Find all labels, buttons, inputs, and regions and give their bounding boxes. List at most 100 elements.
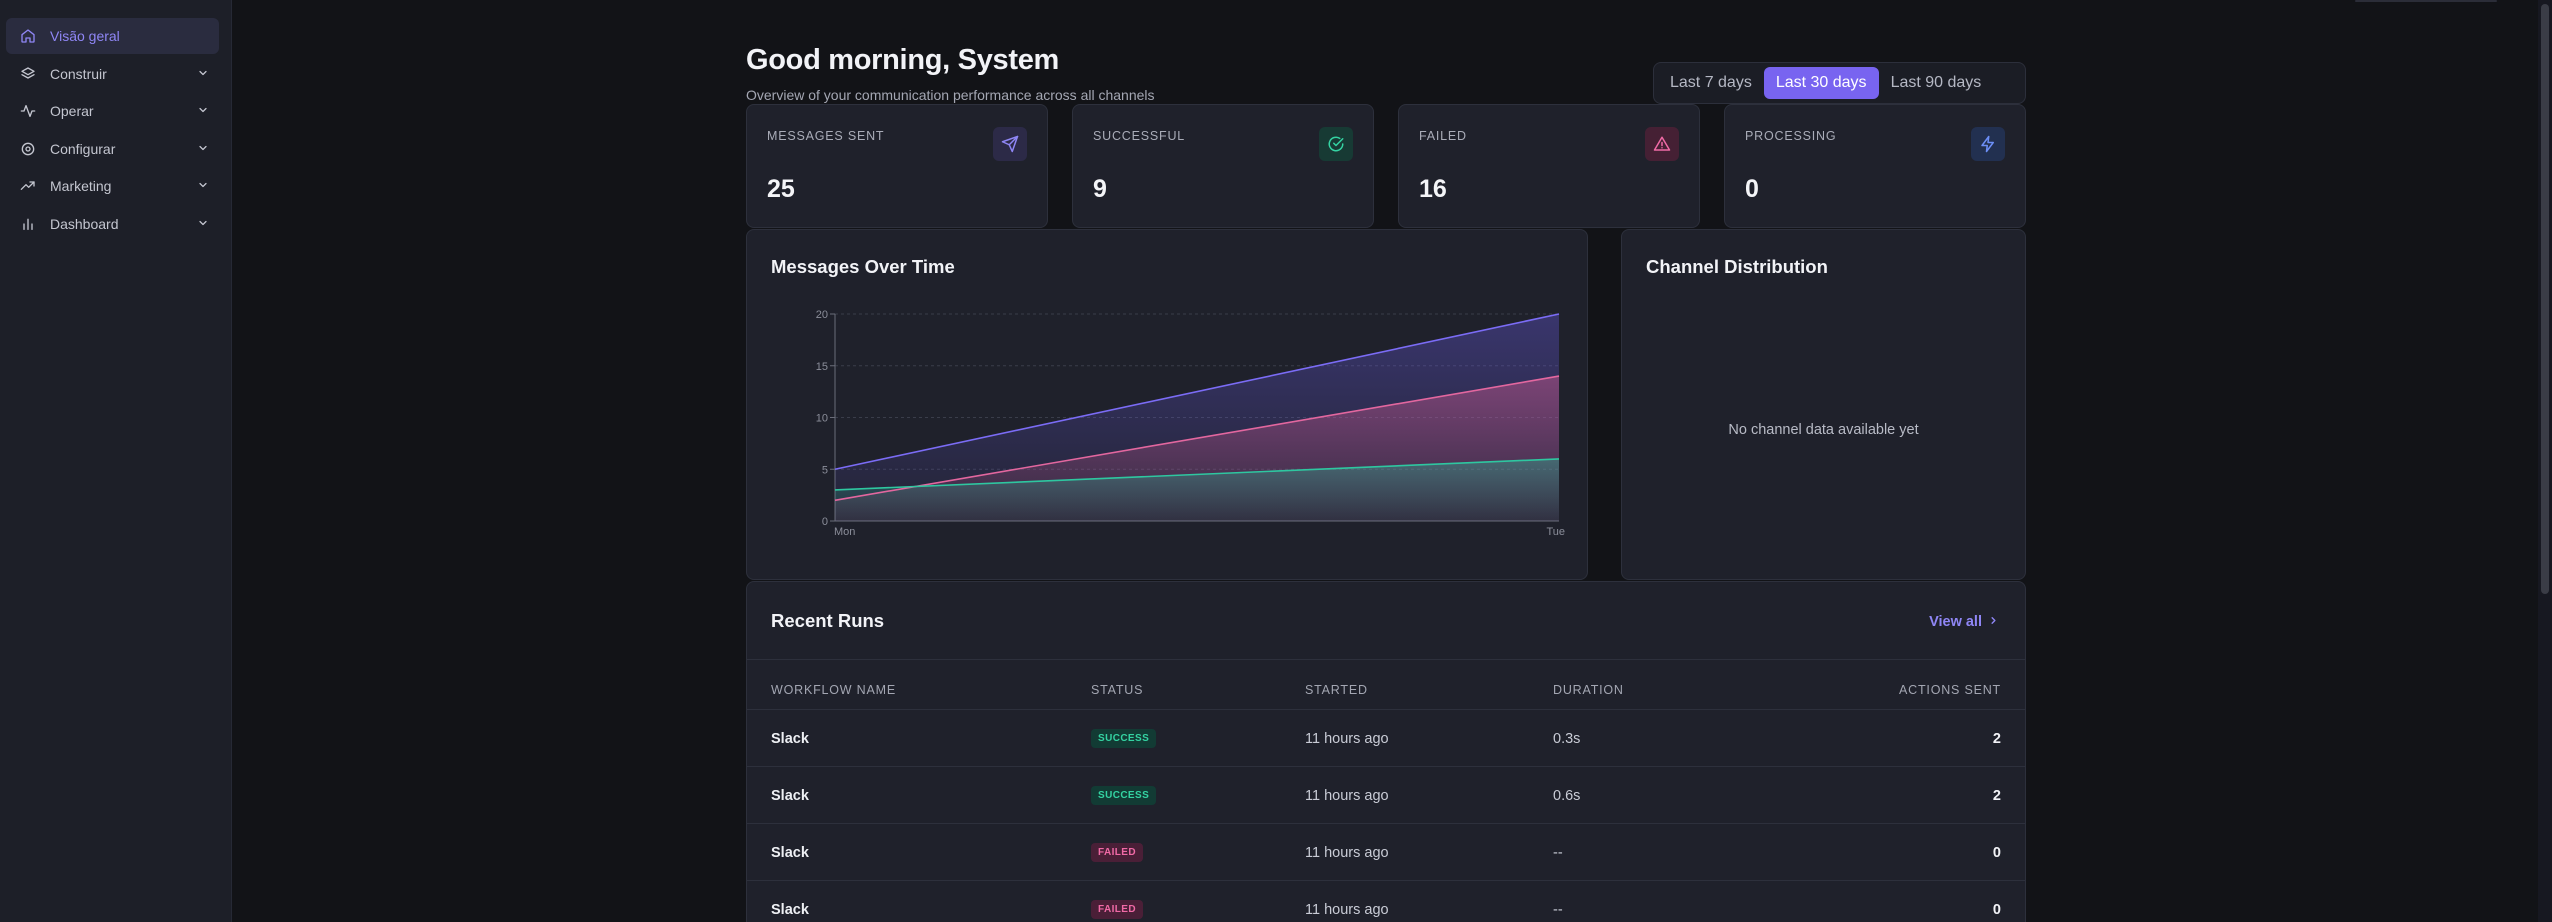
y-tick-label: 10 xyxy=(816,413,828,425)
y-tick-label: 0 xyxy=(822,516,828,528)
series-line xyxy=(834,458,1560,491)
sidebar-item-label: Marketing xyxy=(50,178,112,195)
workflow-name: Slack xyxy=(771,844,809,861)
column-header: STATUS xyxy=(1091,683,1144,697)
chevron-down-icon xyxy=(197,178,209,194)
sidebar-item-label: Construir xyxy=(50,65,107,82)
top-edge-line xyxy=(2355,0,2497,2)
scrollbar[interactable] xyxy=(2538,0,2552,922)
started-time: 11 hours ago xyxy=(1305,844,1389,861)
stat-label: PROCESSING xyxy=(1745,129,1837,143)
check-circle-icon xyxy=(1319,127,1353,161)
range-30-days-button[interactable]: Last 30 days xyxy=(1763,67,1879,99)
status-cell: FAILED xyxy=(1091,824,1143,881)
table-row[interactable]: Slack FAILED 11 hours ago -- 0 xyxy=(747,880,2025,922)
column-header: ACTIONS SENT xyxy=(1899,683,2001,697)
stat-value: 9 xyxy=(1093,175,1107,203)
messages-over-time-panel: Messages Over Time 0 5 10 15 20 Mon Tue xyxy=(746,229,1588,580)
x-tick-label: Mon xyxy=(834,526,855,538)
channel-distribution-panel: Channel Distribution No channel data ava… xyxy=(1621,229,2026,580)
date-range-selector: Last 7 days Last 30 days Last 90 days xyxy=(1653,62,2026,104)
x-tick-label: Tue xyxy=(1546,526,1565,538)
gear-icon xyxy=(18,139,38,159)
sidebar-item-label: Dashboard xyxy=(50,215,119,232)
activity-icon xyxy=(18,101,38,121)
chevron-down-icon xyxy=(197,216,209,232)
workflow-name: Slack xyxy=(771,901,809,918)
actions-sent: 0 xyxy=(1992,844,2001,861)
sidebar-item-label: Visão geral xyxy=(50,28,120,44)
empty-state-message: No channel data available yet xyxy=(1728,422,1919,438)
scrollbar-thumb[interactable] xyxy=(2541,4,2549,594)
chevron-down-icon xyxy=(197,103,209,119)
stat-card-failed: FAILED 16 xyxy=(1398,104,1700,228)
page-subtitle: Overview of your communication performan… xyxy=(746,87,1155,103)
y-tick-label: 15 xyxy=(816,361,828,373)
y-tick-label: 20 xyxy=(816,309,828,321)
column-header: STARTED xyxy=(1305,683,1368,697)
stat-value: 25 xyxy=(767,175,795,203)
started-time: 11 hours ago xyxy=(1305,787,1389,804)
range-90-days-button[interactable]: Last 90 days xyxy=(1890,74,1982,91)
status-cell: SUCCESS xyxy=(1091,767,1157,824)
status-badge: FAILED xyxy=(1091,843,1143,862)
series-line xyxy=(834,375,1560,502)
status-badge: SUCCESS xyxy=(1091,786,1157,805)
messages-chart: 0 5 10 15 20 Mon Tue xyxy=(816,309,1565,538)
stat-label: FAILED xyxy=(1419,129,1467,143)
panel-title: Channel Distribution xyxy=(1646,256,1828,277)
table-row[interactable]: Slack SUCCESS 11 hours ago 0.6s 2 xyxy=(747,766,2025,823)
stat-label: SUCCESSFUL xyxy=(1093,129,1186,143)
table-row[interactable]: Slack FAILED 11 hours ago -- 0 xyxy=(747,823,2025,880)
workflow-name: Slack xyxy=(771,787,809,804)
trending-up-icon xyxy=(18,176,38,196)
chevron-down-icon xyxy=(197,66,209,82)
status-badge: SUCCESS xyxy=(1091,729,1157,748)
view-all-link[interactable]: View all xyxy=(1929,614,1999,630)
stat-value: 16 xyxy=(1419,175,1447,203)
duration: -- xyxy=(1553,901,1563,918)
page-title: Good morning, System xyxy=(746,44,1060,76)
divider xyxy=(747,659,2025,660)
range-7-days-button[interactable]: Last 7 days xyxy=(1670,74,1752,91)
status-cell: FAILED xyxy=(1091,881,1143,922)
layers-icon xyxy=(18,64,38,84)
sidebar-item-construir[interactable]: Construir xyxy=(6,56,219,92)
panel-title: Recent Runs xyxy=(771,610,885,631)
chevron-right-icon xyxy=(1988,614,1999,630)
chevron-down-icon xyxy=(197,141,209,157)
send-icon xyxy=(993,127,1027,161)
sidebar-item-label: Configurar xyxy=(50,140,116,157)
actions-sent: 2 xyxy=(1992,787,2001,804)
sidebar-item-marketing[interactable]: Marketing xyxy=(6,168,219,204)
sidebar-item-dashboard[interactable]: Dashboard xyxy=(6,206,219,242)
stat-label: MESSAGES SENT xyxy=(767,129,885,143)
stat-card-messages-sent: MESSAGES SENT 25 xyxy=(746,104,1048,228)
table-row[interactable]: Slack SUCCESS 11 hours ago 0.3s 2 xyxy=(747,709,2025,766)
sidebar-item-label: Operar xyxy=(50,103,94,120)
sidebar: Visão geral Construir Operar Configurar … xyxy=(0,0,232,922)
actions-sent: 0 xyxy=(1992,901,2001,918)
y-tick-label: 5 xyxy=(822,464,828,476)
stat-value: 0 xyxy=(1745,175,1759,203)
chart-title: Messages Over Time xyxy=(771,256,955,277)
workflow-name: Slack xyxy=(771,730,809,747)
status-cell: SUCCESS xyxy=(1091,710,1157,767)
started-time: 11 hours ago xyxy=(1305,730,1389,747)
home-icon xyxy=(18,26,38,46)
stat-card-processing: PROCESSING 0 xyxy=(1724,104,2026,228)
duration: 0.3s xyxy=(1553,730,1581,747)
alert-triangle-icon xyxy=(1645,127,1679,161)
sidebar-item-visao-geral[interactable]: Visão geral xyxy=(6,18,219,54)
sidebar-item-operar[interactable]: Operar xyxy=(6,93,219,129)
column-header: DURATION xyxy=(1553,683,1624,697)
sidebar-item-configurar[interactable]: Configurar xyxy=(6,131,219,167)
recent-runs-panel: Recent Runs View all WORKFLOW NAME STATU… xyxy=(746,581,2026,922)
duration: -- xyxy=(1553,844,1563,861)
series-line xyxy=(834,313,1560,471)
bar-chart-icon xyxy=(18,214,38,234)
stat-card-successful: SUCCESSFUL 9 xyxy=(1072,104,1374,228)
zap-icon xyxy=(1971,127,2005,161)
view-all-label: View all xyxy=(1929,614,1982,630)
started-time: 11 hours ago xyxy=(1305,901,1389,918)
